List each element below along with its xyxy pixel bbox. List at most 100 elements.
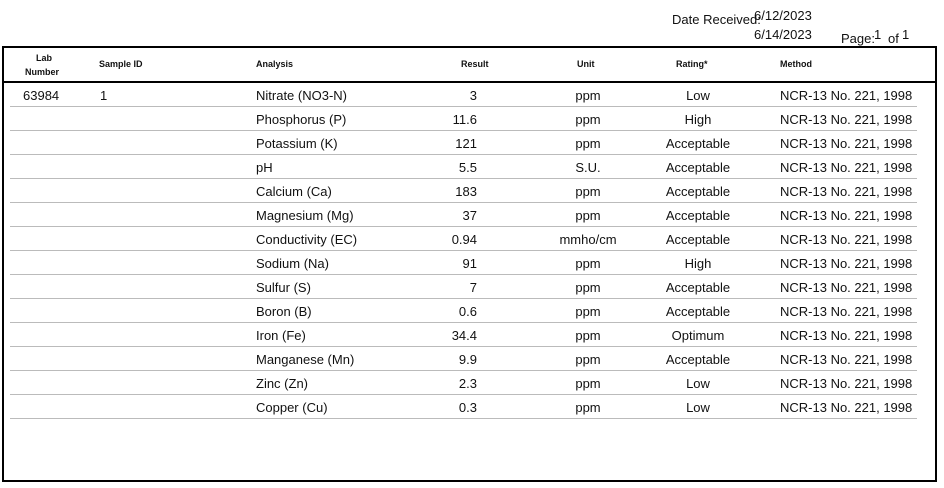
column-header-lab-number-line2: Number <box>25 67 60 77</box>
method-cell: NCR-13 No. 221, 1998 <box>780 352 913 367</box>
analysis-cell: Zinc (Zn) <box>256 376 308 391</box>
method-cell: NCR-13 No. 221, 1998 <box>780 400 913 415</box>
rating-cell: Acceptable <box>665 352 731 367</box>
analysis-cell: Manganese (Mn) <box>256 352 355 367</box>
method-cell: NCR-13 No. 221, 1998 <box>780 208 913 223</box>
analysis-cell: Magnesium (Mg) <box>256 208 354 223</box>
page-label: Page: <box>841 31 875 46</box>
date-received-value: 6/12/2023 <box>754 8 812 23</box>
column-header-rating: Rating* <box>676 59 708 69</box>
rating-cell: Acceptable <box>665 136 731 151</box>
method-cell: NCR-13 No. 221, 1998 <box>780 160 913 175</box>
method-cell: NCR-13 No. 221, 1998 <box>780 136 913 151</box>
unit-cell: ppm <box>575 376 601 391</box>
unit-cell: ppm <box>575 304 601 319</box>
result-cell: 0.94 <box>451 232 477 247</box>
table-row: Conductivity (EC) 0.94 mmho/cm Acceptable NC… <box>10 227 917 251</box>
page-total: 1 <box>902 27 910 42</box>
analysis-cell: Sodium (Na) <box>256 256 329 271</box>
rating-cell: High <box>684 112 712 127</box>
results-table: Lab Number Sample ID Analysis Result Uni… <box>2 46 937 482</box>
table-row: Magnesium (Mg) 37 ppm Acceptable NCR-13 No. … <box>10 203 917 227</box>
unit-cell: ppm <box>575 136 601 151</box>
unit-cell: ppm <box>575 280 601 295</box>
result-cell: 7 <box>469 280 477 295</box>
method-cell: NCR-13 No. 221, 1998 <box>780 232 913 247</box>
unit-cell: ppm <box>575 256 601 271</box>
result-cell: 0.3 <box>458 400 477 415</box>
table-row: Potassium (K) 121 ppm Acceptable NCR-13 No. … <box>10 131 917 155</box>
result-cell: 11.6 <box>452 112 477 127</box>
rating-cell: Acceptable <box>665 232 731 247</box>
method-cell: NCR-13 No. 221, 1998 <box>780 328 913 343</box>
unit-cell: ppm <box>575 184 601 199</box>
table-row: Boron (B) 0.6 ppm Acceptable NCR-13 No. 221,… <box>10 299 917 323</box>
result-cell: 121 <box>455 136 477 151</box>
rating-cell: Acceptable <box>665 280 731 295</box>
analysis-cell: Sulfur (S) <box>256 280 311 295</box>
analysis-cell: Potassium (K) <box>256 136 338 151</box>
table-row: Copper (Cu) 0.3 ppm Low NCR-13 No. 221, 1998 <box>10 395 917 419</box>
column-header-analysis: Analysis <box>256 59 294 69</box>
unit-cell: S.U. <box>575 160 601 175</box>
table-row: Manganese (Mn) 9.9 ppm Acceptable NCR-13 No.… <box>10 347 917 371</box>
method-cell: NCR-13 No. 221, 1998 <box>780 184 913 199</box>
table-header: Lab Number Sample ID Analysis Result Uni… <box>4 48 935 83</box>
column-header-lab-number-line1: Lab <box>36 53 53 63</box>
table-row: 63984 1 Nitrate (NO3-N) 3 ppm Low NCR-13 No. 2… <box>10 83 917 107</box>
analysis-cell: Nitrate (NO3-N) <box>256 88 348 103</box>
second-date-value: 6/14/2023 <box>754 27 812 42</box>
method-cell: NCR-13 No. 221, 1998 <box>780 304 913 319</box>
analysis-cell: Boron (B) <box>256 304 312 319</box>
column-header-unit: Unit <box>577 59 595 69</box>
method-cell: NCR-13 No. 221, 1998 <box>780 280 913 295</box>
table-body: 63984 1 Nitrate (NO3-N) 3 ppm Low NCR-13 No. 2… <box>4 83 935 419</box>
rating-cell: Optimum <box>671 328 725 343</box>
page-of-label: of <box>888 31 899 46</box>
unit-cell: ppm <box>575 352 601 367</box>
table-row: Sodium (Na) 91 ppm High NCR-13 No. 221, 1998 <box>10 251 917 275</box>
rating-cell: Low <box>686 88 710 103</box>
column-header-sample-id: Sample ID <box>99 59 143 69</box>
result-cell: 2.3 <box>458 376 477 391</box>
unit-cell: ppm <box>575 400 601 415</box>
table-row: Phosphorus (P) 11.6 ppm High NCR-13 No. 221,… <box>10 107 917 131</box>
result-cell: 183 <box>455 184 477 199</box>
column-header-method: Method <box>780 59 812 69</box>
unit-cell: mmho/cm <box>559 232 617 247</box>
result-cell: 0.6 <box>458 304 477 319</box>
sample-id-cell: 1 <box>100 88 108 103</box>
lab-number-cell: 63984 <box>23 88 60 103</box>
rating-cell: Acceptable <box>665 304 731 319</box>
rating-cell: Low <box>686 400 710 415</box>
unit-cell: ppm <box>575 208 601 223</box>
table-row: Sulfur (S) 7 ppm Acceptable NCR-13 No. 221, … <box>10 275 917 299</box>
column-header-result: Result <box>461 59 489 69</box>
date-received-label: Date Received: <box>672 12 761 27</box>
rating-cell: Acceptable <box>665 184 731 199</box>
table-row: Iron (Fe) 34.4 ppm Optimum NCR-13 No. 221, 1… <box>10 323 917 347</box>
analysis-cell: Phosphorus (P) <box>256 112 347 127</box>
result-cell: 9.9 <box>458 352 477 367</box>
analysis-cell: Calcium (Ca) <box>256 184 332 199</box>
result-cell: 91 <box>462 256 477 271</box>
method-cell: NCR-13 No. 221, 1998 <box>780 88 913 103</box>
analysis-cell: pH <box>256 160 273 175</box>
rating-cell: Low <box>686 376 710 391</box>
unit-cell: ppm <box>575 328 601 343</box>
method-cell: NCR-13 No. 221, 1998 <box>780 376 913 391</box>
page-number: 1 <box>874 27 882 42</box>
analysis-cell: Iron (Fe) <box>256 328 306 343</box>
rating-cell: Acceptable <box>665 160 731 175</box>
unit-cell: ppm <box>575 112 601 127</box>
analysis-cell: Conductivity (EC) <box>256 232 358 247</box>
result-cell: 5.5 <box>458 160 477 175</box>
unit-cell: ppm <box>575 88 601 103</box>
table-row: Calcium (Ca) 183 ppm Acceptable NCR-13 No. 2… <box>10 179 917 203</box>
result-cell: 3 <box>469 88 477 103</box>
method-cell: NCR-13 No. 221, 1998 <box>780 112 913 127</box>
rating-cell: High <box>684 256 712 271</box>
analysis-cell: Copper (Cu) <box>256 400 328 415</box>
table-row: pH 5.5 S.U. Acceptable NCR-13 No. 221, 1998 <box>10 155 917 179</box>
rating-cell: Acceptable <box>665 208 731 223</box>
